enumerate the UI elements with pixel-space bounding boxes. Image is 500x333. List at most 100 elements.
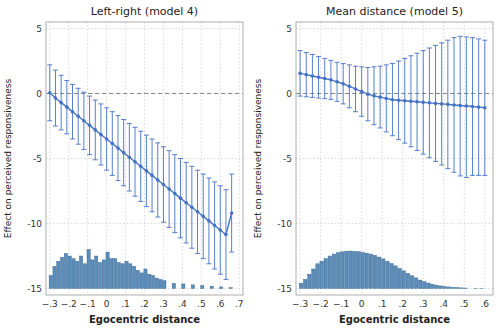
error-bar: [184, 162, 189, 243]
hist-bar: [328, 256, 331, 289]
error-bar: [371, 67, 376, 125]
error-bar: [482, 40, 487, 175]
y-tick-label: -5: [33, 154, 42, 164]
y-axis-label: Effect on perceived responsiveness: [253, 79, 263, 239]
hist-bar: [357, 252, 360, 289]
error-bar: [161, 147, 166, 222]
point: [391, 98, 395, 102]
x-tick-label: −.3: [292, 299, 308, 309]
hist-bar: [129, 264, 132, 289]
error-bar: [47, 65, 52, 121]
error-bar: [229, 174, 234, 252]
point: [116, 146, 120, 150]
error-bar: [76, 88, 81, 144]
hist-bar: [136, 270, 139, 288]
point: [341, 82, 345, 86]
point: [179, 196, 183, 200]
x-tick-label: −.2: [61, 299, 77, 309]
error-bar: [53, 70, 58, 126]
x-tick-label: −.3: [42, 299, 58, 309]
point: [298, 72, 302, 76]
hist-bar: [377, 257, 380, 288]
y-tick-label: 0: [36, 89, 42, 99]
point: [434, 102, 438, 106]
line: [300, 73, 485, 107]
x-tick-label: .3: [419, 299, 428, 309]
point: [184, 201, 188, 205]
error-bar: [104, 108, 109, 170]
point: [458, 104, 462, 108]
point: [360, 90, 364, 94]
y-tick-label: 5: [286, 24, 292, 34]
point: [167, 187, 171, 191]
point: [59, 101, 63, 105]
point: [477, 105, 481, 109]
y-tick-label: -15: [27, 284, 42, 294]
hist-bar: [53, 266, 56, 288]
panel: -15-10-505−.3−.2−.10.1.2.3.4.5.6.7Left-r…: [3, 5, 244, 325]
error-bar: [121, 120, 126, 186]
hist-bar: [324, 259, 327, 289]
x-tick-label: .3: [159, 299, 168, 309]
error-bar: [427, 48, 432, 158]
hist-bar: [83, 264, 86, 289]
point: [110, 142, 114, 146]
grid-line: [68, 22, 69, 295]
hist-bar: [106, 252, 109, 288]
error-bar: [341, 64, 346, 104]
plot-frame: [46, 22, 243, 295]
error-bar: [408, 56, 413, 147]
point: [76, 114, 80, 118]
x-tick-label: −.1: [333, 299, 349, 309]
y-axis-label: Effect on perceived responsiveness: [3, 79, 13, 239]
error-bar: [70, 84, 75, 139]
hist-bar: [210, 286, 213, 288]
hist-bar: [390, 264, 393, 289]
point: [173, 192, 177, 196]
hist-bar: [435, 285, 438, 288]
grid-line: [382, 22, 383, 295]
point: [323, 77, 327, 81]
hist-bar: [427, 283, 430, 288]
error-bar: [378, 66, 383, 128]
error-bar: [110, 112, 115, 176]
x-tick-label: .1: [378, 299, 387, 309]
point: [311, 74, 315, 78]
hist-bar: [72, 259, 75, 289]
hist-bar: [220, 287, 223, 289]
error-bar: [127, 123, 132, 191]
point: [384, 97, 388, 101]
grid-line: [125, 22, 126, 295]
error-bar: [402, 58, 407, 143]
hist-bar: [64, 253, 67, 288]
hist-bar: [423, 282, 426, 289]
grid-line: [443, 22, 444, 295]
hist-bar: [361, 252, 364, 288]
point: [397, 98, 401, 102]
y-tick-label: -5: [283, 154, 292, 164]
figure: -15-10-505−.3−.2−.10.1.2.3.4.5.6.7Left-r…: [0, 0, 500, 333]
hist-bar: [98, 263, 101, 289]
hist-bar: [140, 273, 143, 289]
hist-bar: [406, 273, 409, 288]
point: [483, 106, 487, 110]
point: [415, 100, 419, 104]
hist-bar: [455, 287, 458, 289]
x-tick-label: .4: [178, 299, 187, 309]
hist-bar: [79, 256, 82, 289]
error-bar: [390, 64, 395, 136]
hist-bar: [91, 260, 94, 289]
point: [122, 151, 126, 155]
error-bar: [195, 170, 200, 253]
error-bar: [223, 190, 228, 280]
point: [150, 174, 154, 178]
grid-line: [239, 22, 240, 295]
x-tick-label: .5: [460, 299, 469, 309]
error-bar: [206, 178, 211, 264]
hist-bar: [117, 263, 120, 289]
hist-bar: [125, 261, 128, 288]
hist-bar: [410, 276, 413, 289]
point: [139, 165, 143, 169]
point: [128, 155, 132, 159]
grid-line: [464, 22, 465, 295]
